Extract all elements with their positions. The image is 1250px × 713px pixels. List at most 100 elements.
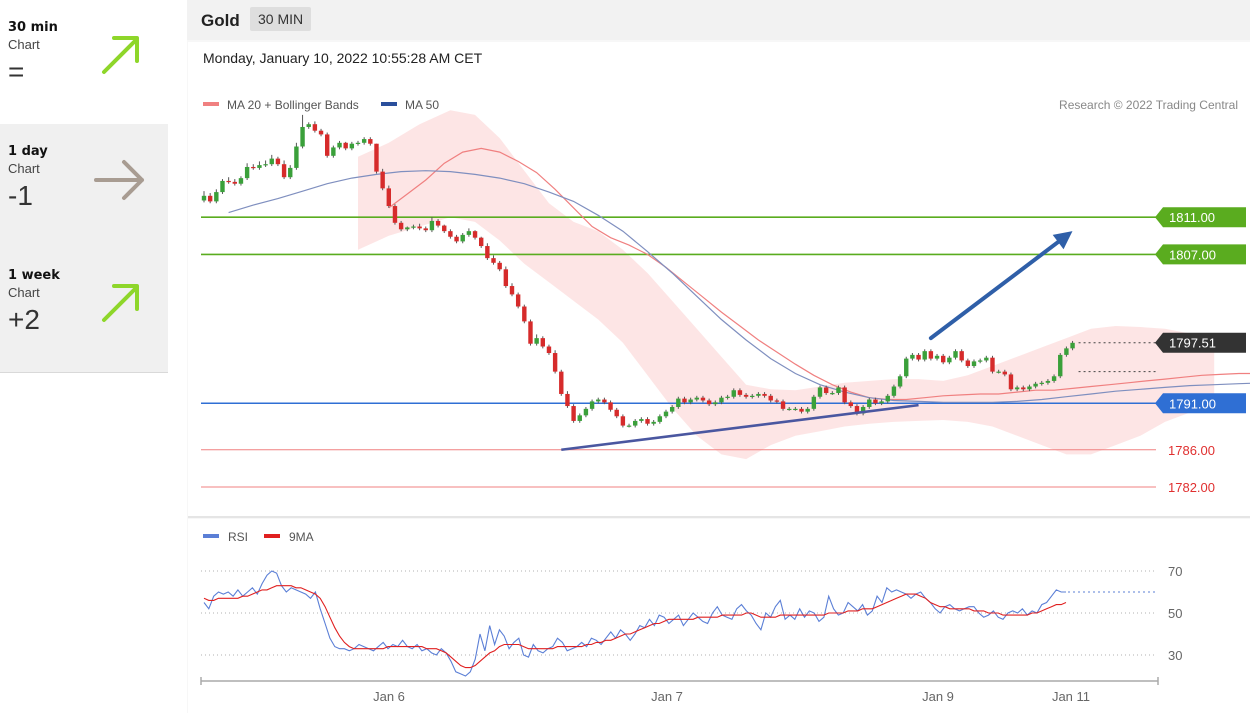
candle-body xyxy=(374,143,379,172)
candle-body xyxy=(559,371,564,394)
candle-body xyxy=(238,178,244,184)
candle-body xyxy=(904,358,909,377)
candle-body xyxy=(805,408,810,412)
current-price-tag xyxy=(1155,332,1246,353)
candle-body xyxy=(823,387,829,394)
candle-body xyxy=(331,147,336,156)
level-tag-1791.00 xyxy=(1155,393,1246,414)
candle-body xyxy=(497,262,502,270)
candle-body xyxy=(756,393,761,396)
candle-body xyxy=(571,406,576,421)
candle-body xyxy=(984,357,989,361)
candle-body xyxy=(220,180,225,193)
candle-body xyxy=(651,421,656,424)
timeframe-item-1-day[interactable]: 1 day Chart -1 xyxy=(0,124,168,249)
candle-body xyxy=(953,351,958,358)
rsi-tick-label-50: 50 xyxy=(1168,606,1182,621)
x-tick-label-Jan-11: Jan 11 xyxy=(1052,689,1090,704)
candle-body xyxy=(361,139,367,143)
level-label-1786.00: 1786.00 xyxy=(1168,443,1215,458)
candle-body xyxy=(793,408,798,411)
candle-body xyxy=(380,171,385,189)
candle-body xyxy=(1064,348,1069,355)
candle-body xyxy=(799,408,804,412)
timeframe-item-30-min[interactable]: 30 min Chart = xyxy=(0,0,168,125)
candle-body xyxy=(891,386,897,396)
candle-body xyxy=(226,180,231,183)
candle-body xyxy=(435,220,441,226)
forecast-arrow-shaft xyxy=(928,235,1067,341)
candle-body xyxy=(669,406,675,412)
candlestick-series xyxy=(201,114,1075,428)
chart-timestamp: Monday, January 10, 2022 10:55:28 AM CET xyxy=(203,50,483,66)
candle-body xyxy=(479,237,484,247)
candle-body xyxy=(596,399,601,402)
forecast-arrow-head xyxy=(1052,231,1073,250)
candle-body xyxy=(343,142,348,149)
candle-body xyxy=(251,166,256,169)
candle-body xyxy=(306,124,311,127)
candle-body xyxy=(312,124,318,131)
timeframe-item-1-week[interactable]: 1 week Chart +2 xyxy=(0,248,168,373)
candle-body xyxy=(368,139,373,144)
candle-body xyxy=(281,164,287,178)
candle-body xyxy=(645,419,650,424)
candle-body xyxy=(787,408,792,411)
candle-body xyxy=(750,395,755,398)
candle-body xyxy=(719,397,724,403)
candle-body xyxy=(639,419,644,421)
candle-body xyxy=(405,227,410,230)
candle-body xyxy=(657,416,663,422)
candle-body xyxy=(620,416,626,426)
rsi-tick-label-30: 30 xyxy=(1168,648,1182,663)
chart-credit: Research © 2022 Trading Central xyxy=(1059,98,1238,112)
candle-body xyxy=(214,192,219,202)
candle-body xyxy=(842,387,847,403)
candle-body xyxy=(207,195,213,202)
candle-body xyxy=(546,346,552,354)
candle-body xyxy=(429,220,435,231)
candle-body xyxy=(811,396,817,409)
candle-body xyxy=(743,394,749,397)
candle-body xyxy=(688,399,693,403)
candle-body xyxy=(325,134,330,156)
arrow-right-icon xyxy=(94,160,144,200)
candle-body xyxy=(485,246,490,259)
timeframe-score: +2 xyxy=(8,304,40,335)
level-tag-1807.00 xyxy=(1155,244,1246,265)
candle-body xyxy=(522,306,527,322)
candle-body xyxy=(534,338,539,344)
candle-body xyxy=(355,142,361,144)
legend-swatch-ma20 xyxy=(203,102,219,106)
candle-body xyxy=(848,402,853,407)
candle-body xyxy=(867,399,872,407)
candle-body xyxy=(411,226,416,228)
candle-body xyxy=(300,126,305,147)
candle-body xyxy=(977,360,983,362)
candle-body xyxy=(583,408,589,416)
candle-body xyxy=(1008,374,1014,390)
candle-body xyxy=(1058,354,1063,377)
candle-body xyxy=(1070,342,1075,349)
candle-body xyxy=(922,351,927,360)
candle-body xyxy=(762,393,767,396)
timeframe-sidebar: 30 min Chart = 1 day Chart -1 1 week Chart +2 xyxy=(0,0,168,375)
candle-body xyxy=(491,258,496,263)
candle-body xyxy=(244,166,250,179)
candle-body xyxy=(731,390,736,397)
candle-body xyxy=(780,401,786,409)
timeframe-sub: Chart xyxy=(8,37,40,52)
timeframe-badge[interactable]: 30 MIN xyxy=(250,7,312,31)
candle-body xyxy=(676,398,681,407)
candle-body xyxy=(737,390,743,395)
candle-body xyxy=(509,286,515,295)
candle-body xyxy=(589,401,595,409)
candle-body xyxy=(1002,371,1007,375)
candle-body xyxy=(337,142,342,148)
candle-body xyxy=(971,361,977,367)
candle-body xyxy=(417,226,422,229)
candle-body xyxy=(454,236,459,242)
candle-body xyxy=(448,231,453,237)
timeframe-label: 1 day xyxy=(8,144,48,159)
candle-body xyxy=(577,415,582,421)
